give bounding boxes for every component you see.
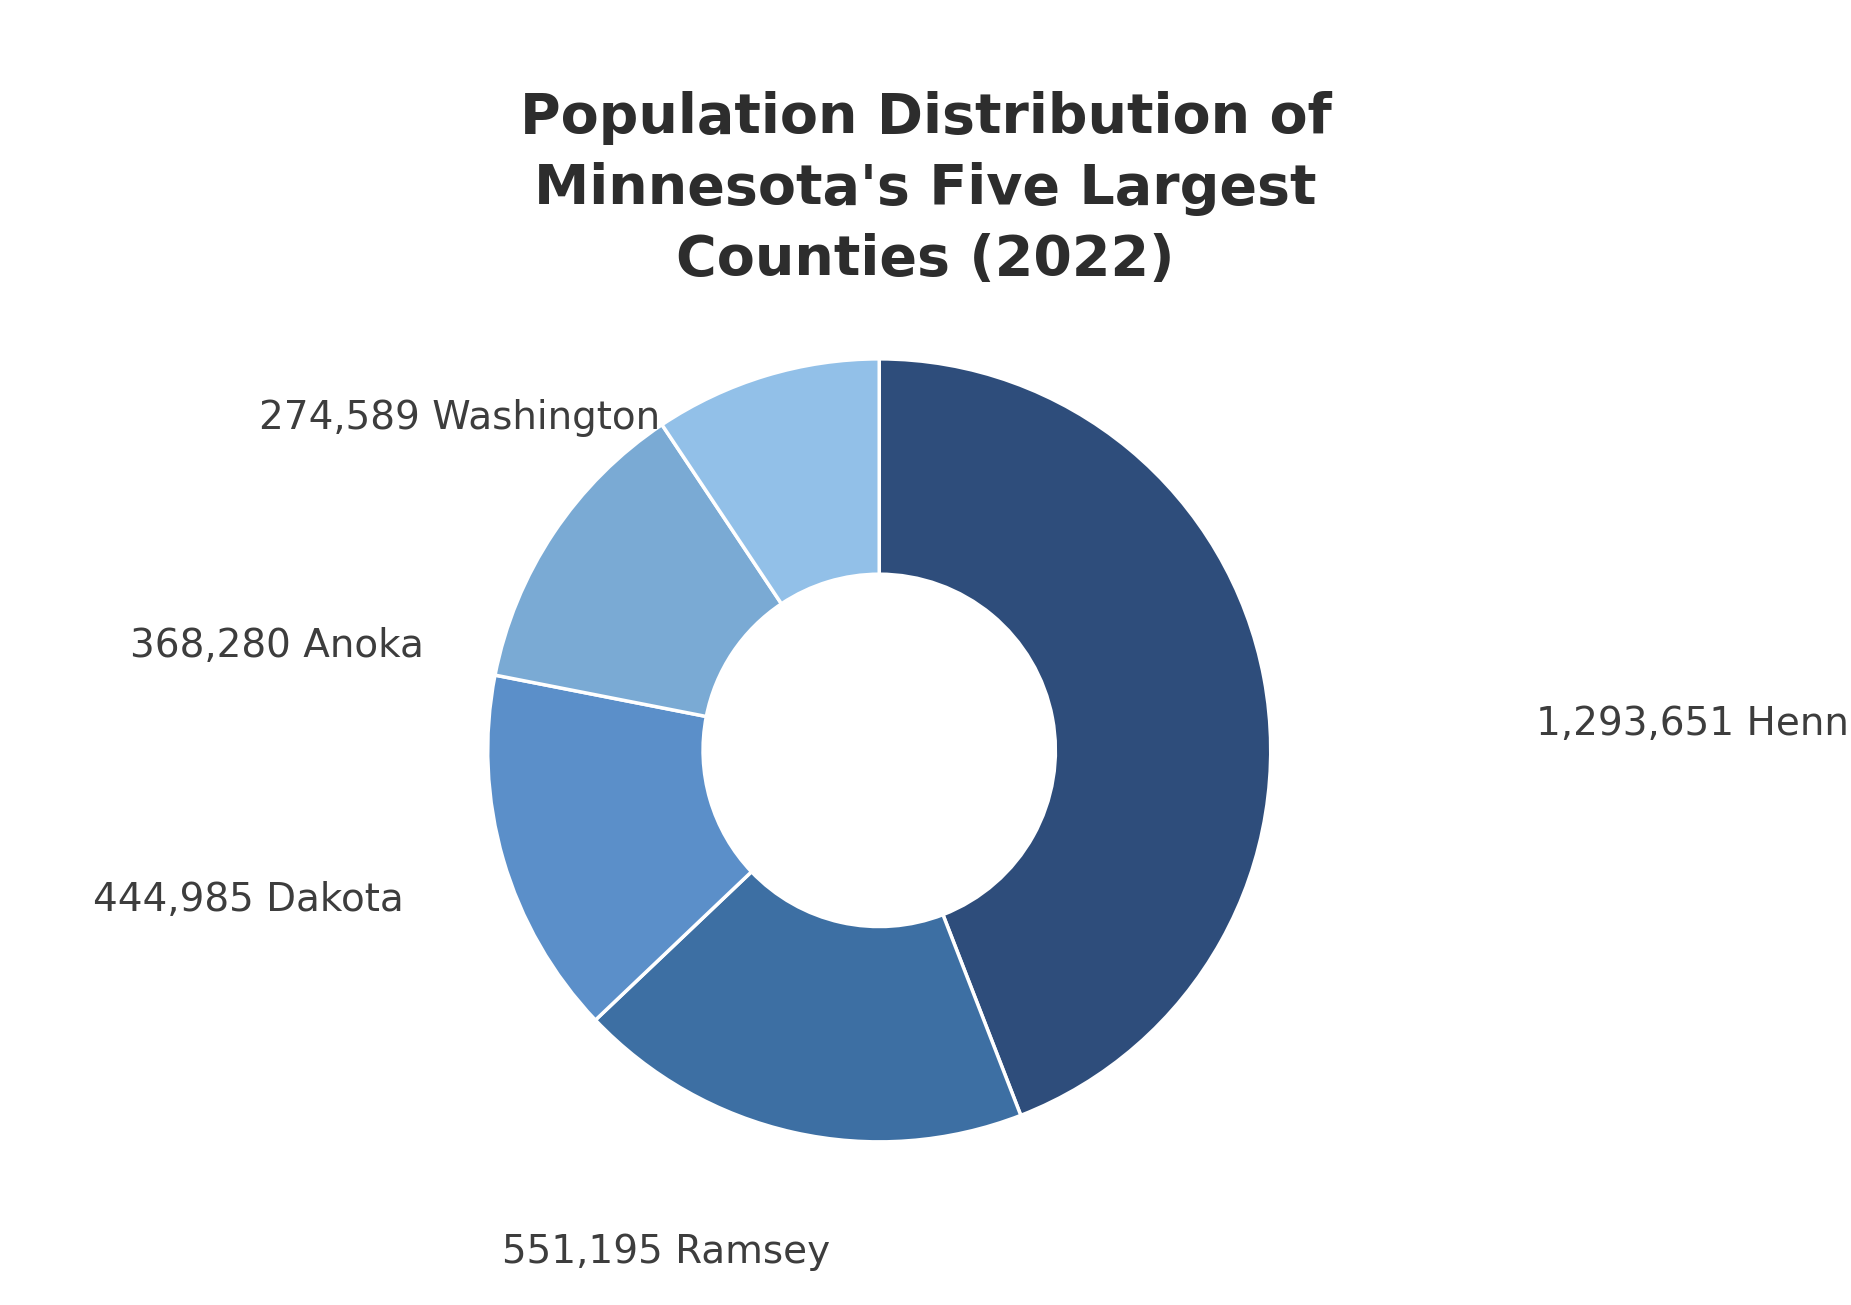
- Wedge shape: [494, 424, 781, 716]
- Text: 274,589 Washington: 274,589 Washington: [259, 398, 661, 437]
- Wedge shape: [663, 359, 879, 604]
- Text: 368,280 Anoka: 368,280 Anoka: [130, 626, 424, 666]
- Wedge shape: [879, 359, 1272, 1116]
- Wedge shape: [596, 872, 1020, 1142]
- Text: Population Distribution of
Minnesota's Five Largest
Counties (2022): Population Distribution of Minnesota's F…: [520, 91, 1331, 287]
- Text: 551,195 Ramsey: 551,195 Ramsey: [502, 1233, 831, 1271]
- Text: 444,985 Dakota: 444,985 Dakota: [93, 881, 404, 920]
- Text: 1,293,651 Hennepin: 1,293,651 Hennepin: [1536, 705, 1851, 744]
- Wedge shape: [487, 675, 752, 1021]
